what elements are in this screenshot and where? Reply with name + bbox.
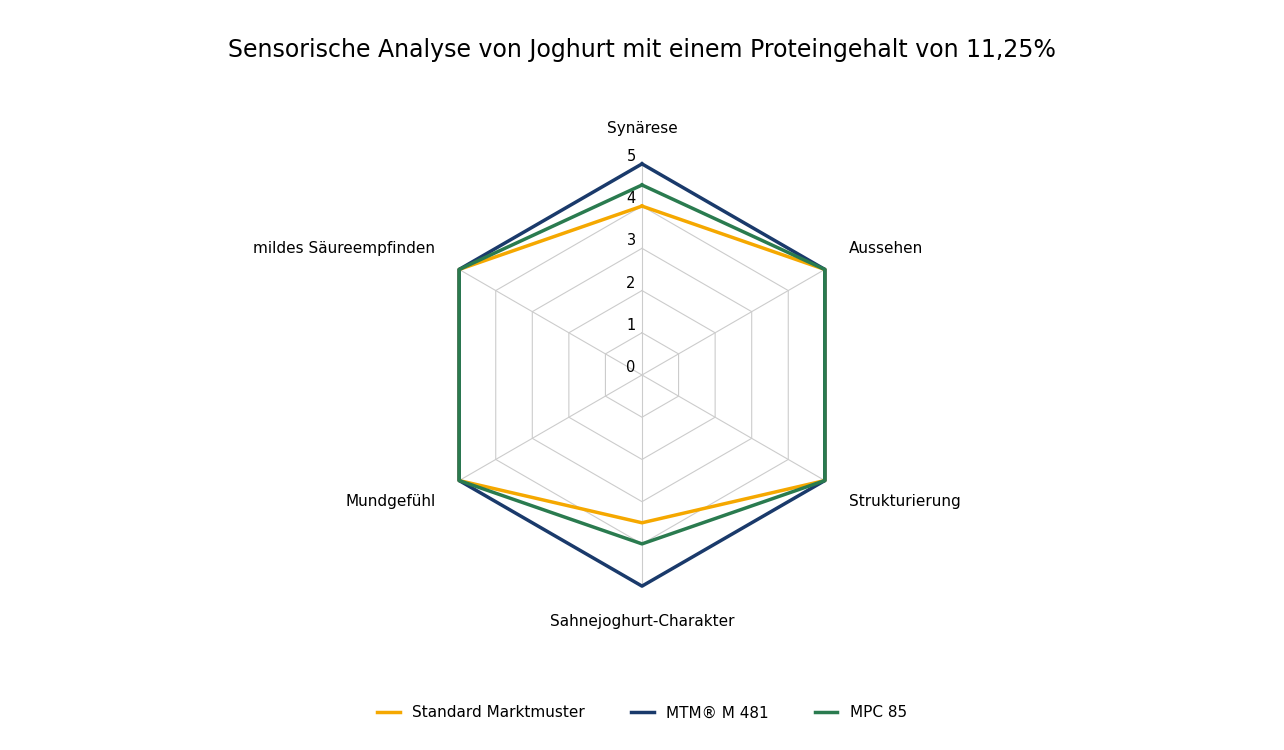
Text: 2: 2 [627,275,636,290]
Text: Synärese: Synärese [606,122,678,136]
Text: 5: 5 [627,149,636,164]
Text: 1: 1 [627,318,636,333]
Text: Sensorische Analyse von Joghurt mit einem Proteingehalt von 11,25%: Sensorische Analyse von Joghurt mit eine… [229,38,1055,62]
Text: Strukturierung: Strukturierung [849,494,960,509]
Text: 4: 4 [627,191,636,206]
Legend: Standard Marktmuster, MTM® M 481, MPC 85: Standard Marktmuster, MTM® M 481, MPC 85 [371,699,913,727]
Text: Mundgefühl: Mundgefühl [345,494,435,509]
Text: Sahnejoghurt-Charakter: Sahnejoghurt-Charakter [550,614,734,628]
Text: 3: 3 [627,233,636,248]
Text: mildes Säureempfinden: mildes Säureempfinden [253,241,435,256]
Text: Aussehen: Aussehen [849,241,923,256]
Text: 0: 0 [627,360,636,375]
